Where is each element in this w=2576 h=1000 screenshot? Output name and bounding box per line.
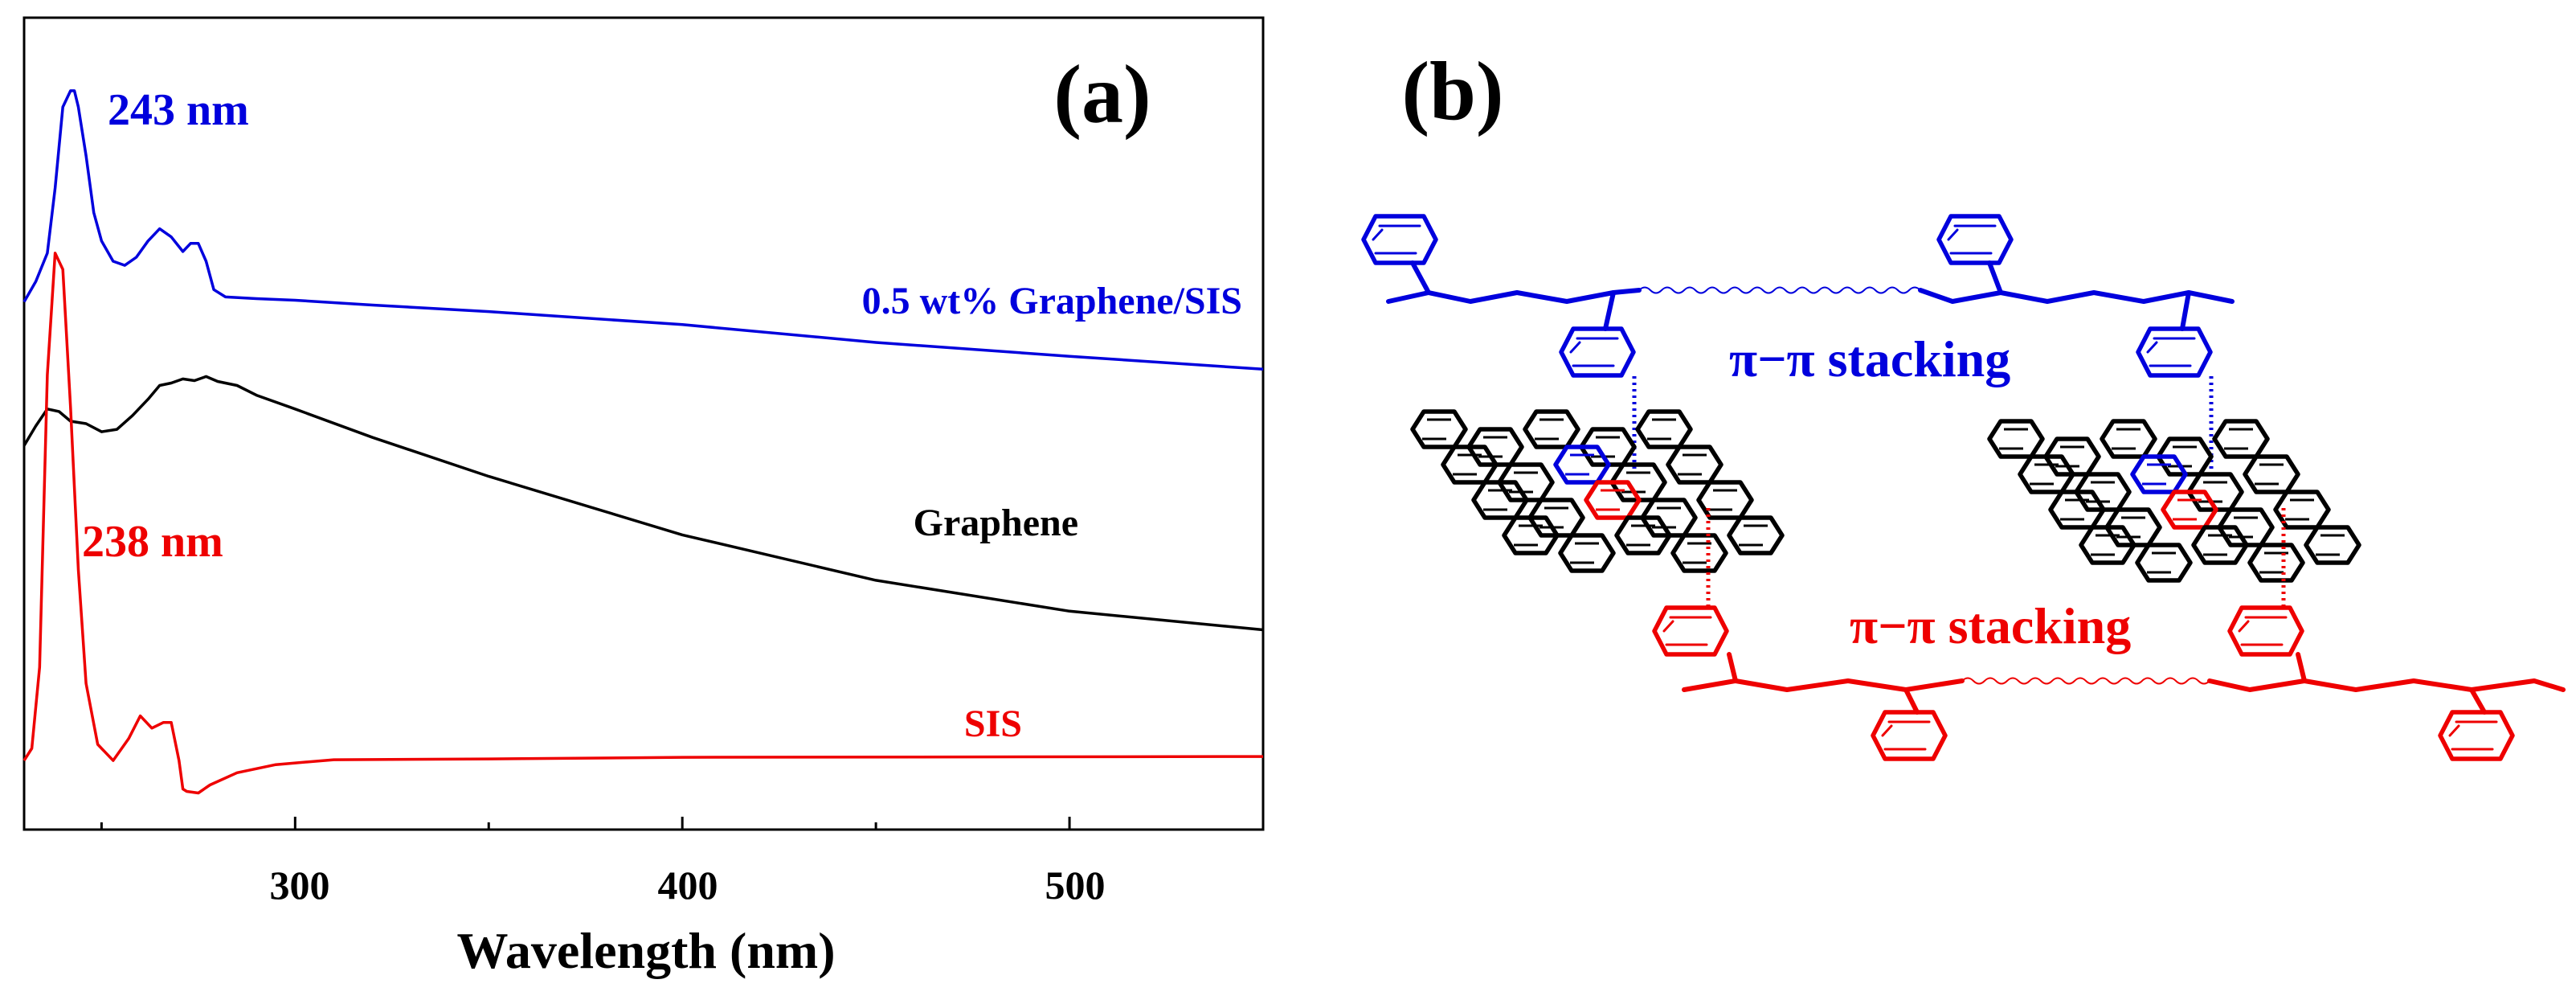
graphene-ring-right — [1989, 421, 2042, 457]
stacking-label-blue: π−π stacking — [1729, 330, 2010, 387]
graphene-ring-right — [2214, 421, 2267, 457]
graphene-ring-left — [1413, 412, 1466, 447]
series-line-2 — [22, 252, 1264, 795]
graphene-ring-right — [2245, 457, 2298, 492]
peak-label-238: 238 nm — [82, 517, 223, 567]
series-layer — [22, 89, 1264, 795]
x-tick-label-300: 300 — [270, 863, 330, 908]
chart: 300 400 500 Wavelength (nm) (a) 243 nm 2… — [22, 16, 1265, 979]
graphene-ring-right — [2306, 527, 2359, 563]
graphene-ring-right — [2137, 545, 2190, 580]
panel-b-label: (b) — [1401, 45, 1503, 137]
graphene-ring-left — [1673, 535, 1726, 571]
graphene-ring-left — [1699, 482, 1752, 518]
graphene-ring-left — [1560, 535, 1613, 571]
blue-sis-chain — [1364, 216, 2235, 375]
peak-label-243: 243 nm — [108, 85, 249, 135]
graphene-ring-left — [1638, 412, 1691, 447]
graphene-ring-left — [1729, 518, 1782, 553]
x-tick-label-500: 500 — [1045, 863, 1106, 908]
series-line-0 — [22, 89, 1264, 371]
legend-graphene-sis: 0.5 wt% Graphene/SIS — [862, 280, 1242, 322]
panel-a-label: (a) — [1053, 48, 1151, 141]
legend-sis: SIS — [964, 703, 1022, 745]
plot-frame — [22, 16, 1265, 831]
schematic: (b) π−π stacking π−π stacking — [1364, 45, 2566, 759]
stacking-label-red: π−π stacking — [1850, 597, 2131, 654]
graphene-ring-right — [2250, 545, 2303, 580]
x-axis-title: Wavelength (nm) — [456, 922, 835, 979]
graphene-ring-right — [2102, 421, 2155, 457]
x-tick-label-400: 400 — [658, 863, 718, 908]
legend-graphene: Graphene — [914, 502, 1078, 544]
graphene-ring-left — [1668, 447, 1721, 482]
red-sis-chain — [1654, 608, 2566, 759]
graphene-sheets — [1413, 412, 2359, 580]
x-axis-ticks — [100, 817, 1071, 830]
graphene-ring-left — [1525, 412, 1578, 447]
